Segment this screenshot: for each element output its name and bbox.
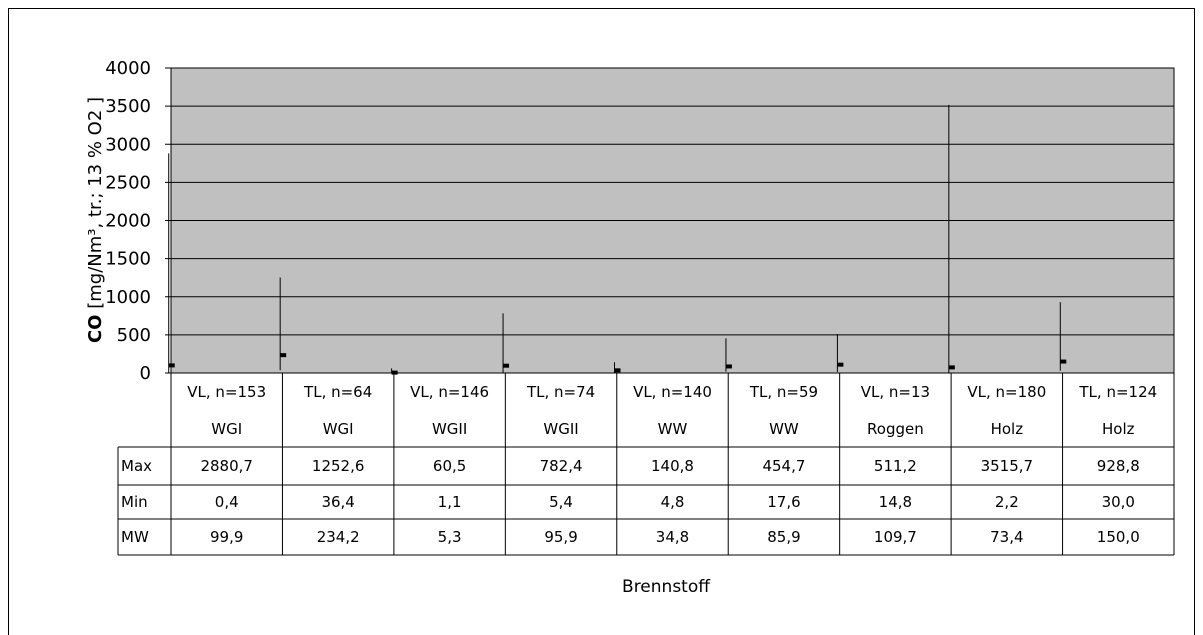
y-tick-label-1000: 1000 (105, 287, 151, 308)
data-label-max-5: 454,7 (762, 457, 805, 475)
mean-marker-0 (168, 363, 175, 368)
category-label-3-line2: WGII (543, 420, 578, 438)
data-label-min-6: 14,8 (879, 493, 912, 511)
mean-marker-5 (725, 364, 732, 369)
category-label-8-line1: TL, n=124 (1078, 383, 1157, 401)
y-tick-label-2000: 2000 (105, 211, 151, 232)
category-label-1-line2: WGI (323, 420, 354, 438)
category-label-0-line2: WGI (211, 420, 242, 438)
y-axis-title-rest: [mg/Nm³, tr.; 13 % O2 ] (85, 97, 106, 315)
row-label-min: Min (121, 493, 148, 511)
category-label-1-line1: TL, n=64 (303, 383, 372, 401)
data-label-max-0: 2880,7 (200, 457, 253, 475)
data-label-min-3: 5,4 (549, 493, 573, 511)
category-label-6-line2: Roggen (867, 420, 924, 438)
category-label-8-line2: Holz (1102, 420, 1135, 438)
mean-marker-7 (948, 365, 955, 370)
mean-marker-1 (280, 353, 287, 358)
data-label-max-3: 782,4 (540, 457, 583, 475)
category-label-7-line2: Holz (991, 420, 1024, 438)
y-tick-label-2500: 2500 (105, 172, 151, 193)
mean-marker-3 (503, 363, 510, 368)
y-tick-label-4000: 4000 (105, 58, 151, 79)
y-tick-label-3000: 3000 (105, 134, 151, 155)
data-label-max-8: 928,8 (1097, 457, 1140, 475)
row-label-mw: MW (121, 528, 149, 546)
category-label-5-line2: WW (769, 420, 799, 438)
data-label-min-0: 0,4 (215, 493, 239, 511)
y-tick-label-0: 0 (140, 363, 151, 384)
data-label-max-1: 1252,6 (312, 457, 365, 475)
category-label-4-line1: VL, n=140 (633, 383, 712, 401)
y-axis-title: CO [mg/Nm³, tr.; 13 % O2 ] (85, 97, 106, 343)
data-label-min-4: 4,8 (661, 493, 685, 511)
row-label-max: Max (121, 457, 152, 475)
y-axis-title-bold: CO (85, 315, 106, 344)
data-label-max-7: 3515,7 (981, 457, 1034, 475)
category-label-0-line1: VL, n=153 (187, 383, 266, 401)
data-label-min-5: 17,6 (767, 493, 800, 511)
data-label-mw-5: 85,9 (767, 528, 800, 546)
x-axis-title: Brennstoff (622, 577, 711, 597)
category-label-5-line1: TL, n=59 (749, 383, 818, 401)
data-label-mw-3: 95,9 (544, 528, 577, 546)
category-label-7-line1: VL, n=180 (967, 383, 1046, 401)
data-label-min-1: 36,4 (321, 493, 354, 511)
mean-marker-6 (837, 362, 844, 367)
data-label-min-8: 30,0 (1102, 493, 1135, 511)
chart-frame (8, 8, 1195, 635)
data-label-min-2: 1,1 (438, 493, 462, 511)
data-label-min-7: 2,2 (995, 493, 1019, 511)
category-label-2-line1: VL, n=146 (410, 383, 489, 401)
y-tick-label-1500: 1500 (105, 249, 151, 270)
data-label-max-2: 60,5 (433, 457, 466, 475)
y-tick-label-500: 500 (117, 325, 151, 346)
category-label-2-line2: WGII (432, 420, 467, 438)
data-label-mw-1: 234,2 (317, 528, 360, 546)
mean-marker-4 (614, 368, 621, 373)
category-label-3-line1: TL, n=74 (526, 383, 595, 401)
category-label-4-line2: WW (658, 420, 688, 438)
mean-marker-8 (1060, 359, 1067, 364)
category-label-6-line1: VL, n=13 (861, 383, 930, 401)
data-label-mw-0: 99,9 (210, 528, 243, 546)
data-label-mw-8: 150,0 (1097, 528, 1140, 546)
data-label-mw-2: 5,3 (438, 528, 462, 546)
data-label-mw-4: 34,8 (656, 528, 689, 546)
data-label-max-4: 140,8 (651, 457, 694, 475)
data-label-mw-7: 73,4 (990, 528, 1023, 546)
data-label-mw-6: 109,7 (874, 528, 917, 546)
y-tick-label-3500: 3500 (105, 96, 151, 117)
data-label-max-6: 511,2 (874, 457, 917, 475)
